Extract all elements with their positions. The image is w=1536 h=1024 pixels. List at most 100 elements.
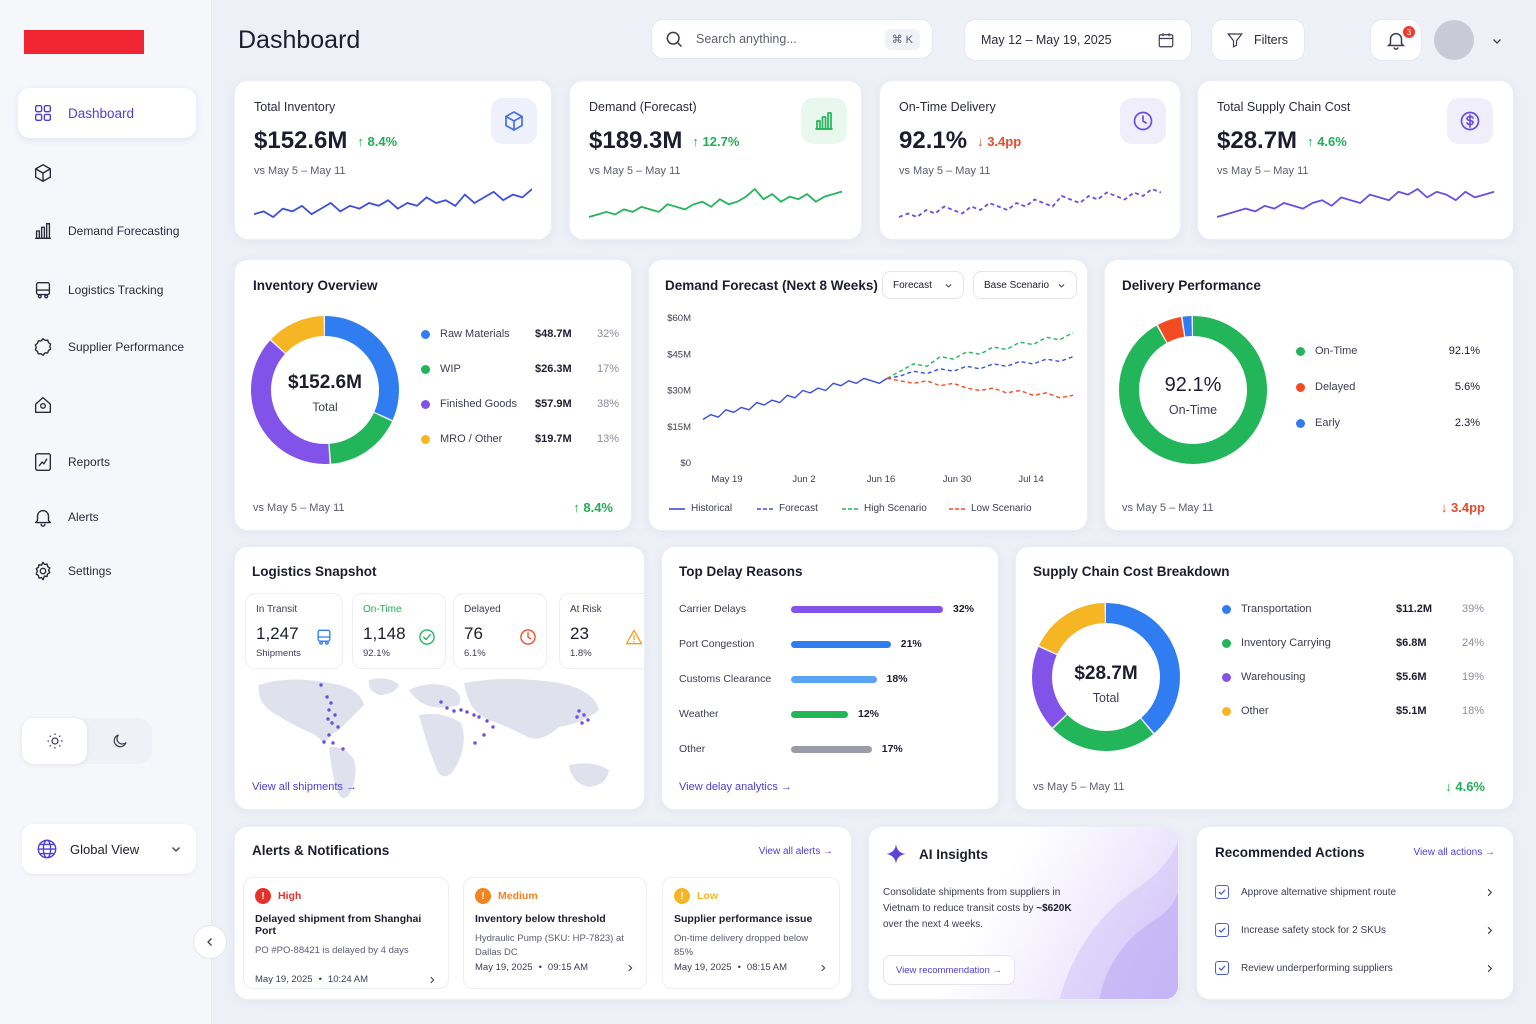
alert-card-low[interactable]: ! Low Supplier performance issue On-time… [662,877,840,989]
legend-item-forecast[interactable]: Forecast [757,503,818,514]
action-item-increase-safety-stock-for-2-skus[interactable]: Increase safety stock for 2 SKUs [1215,920,1495,940]
logistics-stat-on-time[interactable]: On-Time 1,148 92.1% [352,593,446,669]
check-circle-icon [419,629,435,645]
collapse-sidebar-button[interactable] [193,925,227,959]
checkbox-icon[interactable] [1215,885,1229,899]
logistics-stat-in-transit[interactable]: In Transit 1,247 Shipments [245,593,343,669]
legend-item-delayed[interactable]: Delayed 5.6% [1296,381,1480,393]
donut-slice-raw-materials[interactable] [251,316,399,464]
legend-item-on-time[interactable]: On-Time 92.1% [1296,345,1480,357]
sidebar-item-item-2[interactable] [18,148,196,198]
checkbox-icon[interactable] [1215,961,1229,975]
legend-item-wip[interactable]: WIP $26.3M 17% [421,363,619,375]
date-range-picker[interactable]: May 12 – May 19, 2025 [964,19,1192,61]
inventory-overview-card: Inventory Overview $152.6M Total Raw Mat… [234,259,632,531]
legend-value: $19.7M [535,433,572,445]
sidebar-item-alerts[interactable]: Alerts [18,492,196,542]
view-recommendation-button[interactable]: View recommendation → [883,955,1015,985]
sidebar-item-label: Dashboard [68,105,135,121]
legend-item-inventory-carrying[interactable]: Inventory Carrying $6.8M 24% [1222,637,1484,649]
legend-item-warehousing[interactable]: Warehousing $5.6M 19% [1222,671,1484,683]
sidebar-item-logistics-tracking[interactable]: Logistics Tracking [18,265,196,315]
check-icon [1218,965,1226,971]
card-title: Supply Chain Cost Breakdown [1033,564,1230,579]
stat-sub: Shipments [256,648,301,659]
chevron-down-icon[interactable] [1491,35,1503,47]
legend-item-historical[interactable]: Historical [669,503,732,514]
legend-line-icon [949,507,965,510]
legend-item-raw-materials[interactable]: Raw Materials $48.7M 32% [421,328,619,340]
delay-row-other[interactable]: Other 17% [679,742,979,756]
view-all-alerts-link[interactable]: View all alerts → [759,846,833,857]
sidebar-item-item-6[interactable] [18,380,196,430]
link-text: View all shipments [252,781,343,793]
kpi-icon-box [1447,98,1493,144]
logistics-stat-delayed[interactable]: Delayed 76 6.1% [453,593,547,669]
stat-label: Delayed [464,604,501,615]
donut-center-label: Total [1092,691,1120,705]
sidebar-item-demand-forecasting[interactable]: Demand Forecasting [18,206,196,256]
search-bar[interactable]: Search anything... ⌘ K [651,19,933,59]
stat-value: 1,247 [256,624,299,643]
compare-label: vs May 5 – May 11 [253,502,345,514]
view-all-actions-link[interactable]: View all actions → [1413,847,1495,858]
theme-toggle[interactable] [22,718,152,764]
legend-label: Forecast [779,503,818,514]
filters-button[interactable]: Filters [1211,19,1305,61]
alert-card-high[interactable]: ! High Delayed shipment from Shanghai Po… [243,877,449,989]
delay-row-carrier-delays[interactable]: Carrier Delays 32% [679,602,979,616]
brand-logo[interactable] [24,30,144,54]
card-title: AI Insights [919,846,989,862]
sidebar-item-dashboard[interactable]: Dashboard [18,88,196,138]
light-mode-button[interactable] [22,718,87,764]
legend-item-high-scenario[interactable]: High Scenario [842,503,927,514]
legend-label: Finished Goods [440,398,518,410]
alert-level: Low [697,890,718,902]
chevron-right-icon[interactable] [427,975,437,985]
moon-icon [113,734,127,748]
truck-icon [35,281,51,299]
link-text: View delay analytics [679,781,778,793]
action-item-approve-alternative-shipment-route[interactable]: Approve alternative shipment route [1215,882,1495,902]
legend-item-mro-other[interactable]: MRO / Other $19.7M 13% [421,433,619,445]
kpi-card-on-time-delivery: On-Time Delivery 92.1% ↓ 3.4pp vs May 5 … [879,80,1181,240]
alert-card-medium[interactable]: ! Medium Inventory below threshold Hydra… [463,877,647,989]
avatar[interactable] [1434,20,1474,60]
logistics-stat-at-risk[interactable]: At Risk 23 1.8% [559,593,653,669]
forecast-dropdown[interactable]: Forecast [882,271,964,299]
sidebar-item-reports[interactable]: Reports [18,437,196,487]
search-input[interactable]: Search anything... [696,32,797,46]
action-item-review-underperforming-suppliers[interactable]: Review underperforming suppliers [1215,958,1495,978]
scenario-dropdown[interactable]: Base Scenario [973,271,1077,299]
clock-icon [1133,111,1153,131]
action-label: Approve alternative shipment route [1241,886,1397,898]
donut-slice-transportation[interactable] [1032,603,1180,751]
legend-item-other[interactable]: Other $5.1M 18% [1222,705,1484,717]
delay-row-weather[interactable]: Weather 12% [679,707,979,721]
chevron-right-icon[interactable] [818,963,828,973]
notifications-button[interactable]: 3 [1370,19,1422,61]
series-line-historical [702,377,888,421]
view-all-shipments-link[interactable]: View all shipments → [252,781,357,793]
donut-slice-on-time[interactable] [1119,316,1267,464]
alert-description: On-time delivery dropped below 85% [674,933,809,958]
sidebar-item-settings[interactable]: Settings [18,546,196,596]
dark-mode-button[interactable] [87,718,152,764]
legend-item-early[interactable]: Early 2.3% [1296,417,1480,429]
checkbox-icon[interactable] [1215,923,1229,937]
legend-item-transportation[interactable]: Transportation $11.2M 39% [1222,603,1484,615]
chevron-right-icon [1487,888,1493,896]
legend-item-finished-goods[interactable]: Finished Goods $57.9M 38% [421,398,619,410]
donut-slice-warehousing[interactable] [1032,603,1180,751]
donut-center-label: On-Time [1168,403,1218,417]
donut-slice-inventory-carrying[interactable] [1032,603,1180,751]
global-view-select[interactable]: Global View [22,824,196,874]
legend-item-low-scenario[interactable]: Low Scenario [949,503,1032,514]
delay-row-port-congestion[interactable]: Port Congestion 21% [679,637,979,651]
sidebar-item-supplier-performance[interactable]: Supplier Performance [18,322,196,372]
legend-percent: 19% [1461,671,1484,683]
chevron-right-icon[interactable] [625,963,635,973]
delay-row-customs-clearance[interactable]: Customs Clearance 18% [679,672,979,686]
view-delay-analytics-link[interactable]: View delay analytics → [679,781,792,793]
donut-slice-finished-goods[interactable] [251,316,399,464]
